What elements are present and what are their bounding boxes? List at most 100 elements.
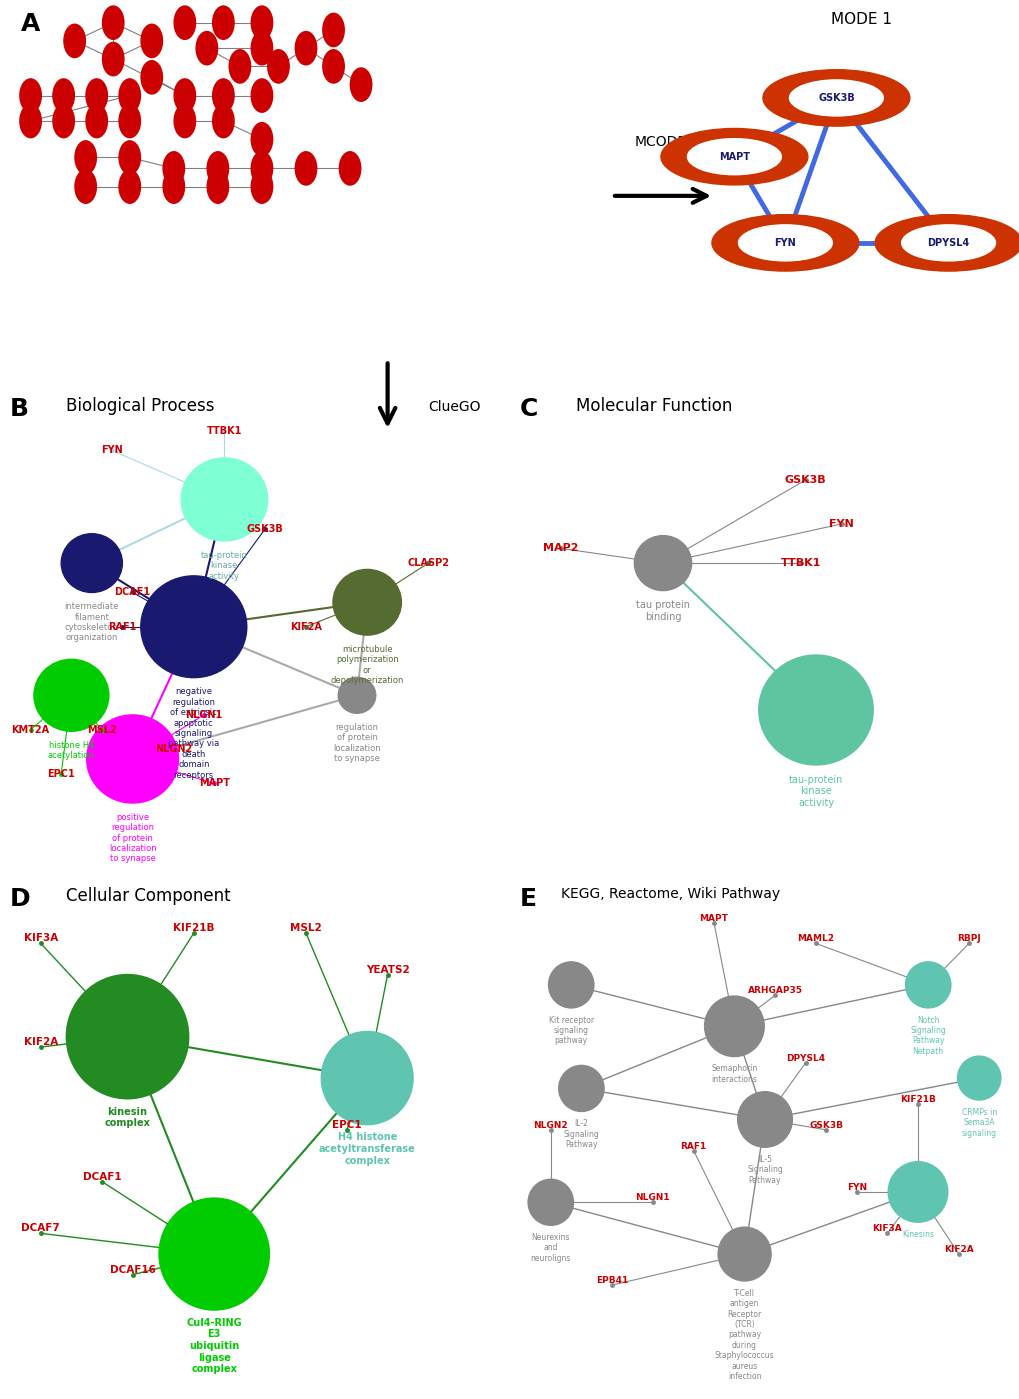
Text: Kit receptor
signaling
pathway: Kit receptor signaling pathway: [548, 1016, 593, 1045]
Text: KMT2A: KMT2A: [11, 725, 50, 734]
Text: FYN: FYN: [773, 238, 796, 248]
Circle shape: [660, 129, 807, 185]
Text: YEATS2: YEATS2: [366, 964, 409, 975]
Circle shape: [901, 225, 995, 260]
Text: DCAF7: DCAF7: [21, 1223, 60, 1234]
Ellipse shape: [119, 169, 141, 203]
Text: Molecular Function: Molecular Function: [576, 397, 732, 414]
Text: H4 histone
acetyltransferase
complex: H4 histone acetyltransferase complex: [319, 1132, 415, 1165]
Ellipse shape: [86, 78, 107, 112]
Ellipse shape: [141, 60, 162, 94]
Text: DPYSL4: DPYSL4: [786, 1053, 824, 1063]
Text: EPB41: EPB41: [595, 1276, 628, 1286]
Ellipse shape: [19, 78, 42, 112]
Circle shape: [957, 1056, 1000, 1100]
Circle shape: [762, 70, 909, 126]
Ellipse shape: [251, 151, 272, 185]
Ellipse shape: [323, 50, 344, 83]
Text: MCODE: MCODE: [634, 134, 687, 148]
Text: Neurexins
and
neuroligns: Neurexins and neuroligns: [530, 1233, 571, 1263]
Text: EPC1: EPC1: [47, 768, 75, 779]
Text: intermediate
filament
cytoskeleton
organization: intermediate filament cytoskeleton organ…: [64, 602, 119, 642]
Text: KEGG, Reactome, Wiki Pathway: KEGG, Reactome, Wiki Pathway: [560, 887, 780, 901]
Ellipse shape: [251, 169, 272, 203]
Circle shape: [874, 214, 1019, 271]
Text: MAPT: MAPT: [699, 914, 728, 923]
Ellipse shape: [119, 105, 141, 137]
Ellipse shape: [19, 105, 42, 137]
Circle shape: [888, 1161, 947, 1223]
Text: IL-2
Signaling
Pathway: IL-2 Signaling Pathway: [562, 1119, 599, 1149]
Circle shape: [737, 1091, 792, 1147]
Text: DCAF16: DCAF16: [110, 1265, 155, 1274]
Text: MAPT: MAPT: [199, 778, 229, 789]
Text: MAML2: MAML2: [797, 935, 834, 943]
Ellipse shape: [251, 6, 272, 39]
Ellipse shape: [339, 151, 361, 185]
Ellipse shape: [174, 105, 196, 137]
Text: KIF2A: KIF2A: [943, 1245, 973, 1254]
Text: positive
regulation
of protein
localization
to synapse: positive regulation of protein localizat…: [109, 813, 156, 863]
Text: microtubule
polymerization
or
depolymerization: microtubule polymerization or depolymeri…: [330, 645, 404, 686]
Ellipse shape: [251, 32, 272, 64]
Circle shape: [717, 1227, 770, 1281]
Ellipse shape: [75, 169, 96, 203]
Text: T-Cell
antigen
Receptor
(TCR)
pathway
during
Staphylococcus
aureus
infection: T-Cell antigen Receptor (TCR) pathway du…: [714, 1288, 773, 1381]
Text: DCAF1: DCAF1: [83, 1171, 121, 1182]
Circle shape: [66, 975, 189, 1098]
Text: D: D: [10, 887, 31, 911]
Circle shape: [181, 457, 267, 541]
Ellipse shape: [86, 105, 107, 137]
Text: tau-protein
kinase
activity: tau-protein kinase activity: [201, 551, 248, 581]
Ellipse shape: [119, 141, 141, 173]
Text: CLASP2: CLASP2: [407, 558, 449, 568]
Ellipse shape: [296, 151, 317, 185]
Ellipse shape: [163, 169, 184, 203]
Ellipse shape: [212, 6, 234, 39]
Ellipse shape: [75, 141, 96, 173]
Text: DPYSL4: DPYSL4: [926, 238, 969, 248]
Text: KIF21B: KIF21B: [899, 1095, 935, 1104]
Text: ClueGO: ClueGO: [428, 400, 480, 414]
Text: MAPT: MAPT: [718, 151, 749, 162]
Circle shape: [61, 533, 122, 593]
Circle shape: [905, 963, 950, 1007]
Ellipse shape: [351, 69, 371, 101]
Text: CRMPs in
Sema3A
signaling: CRMPs in Sema3A signaling: [961, 1108, 996, 1137]
Ellipse shape: [196, 32, 217, 64]
Text: GSK3B: GSK3B: [785, 474, 825, 485]
Text: histone H4
acetylation: histone H4 acetylation: [48, 741, 95, 761]
Text: RAF1: RAF1: [108, 621, 137, 632]
Text: FYN: FYN: [828, 519, 853, 529]
Ellipse shape: [53, 105, 74, 137]
Text: DCAF1: DCAF1: [114, 588, 151, 597]
Ellipse shape: [174, 6, 196, 39]
Text: EPC1: EPC1: [331, 1119, 362, 1130]
Text: B: B: [10, 397, 30, 421]
Ellipse shape: [64, 24, 86, 57]
Text: IL-5
Signaling
Pathway: IL-5 Signaling Pathway: [746, 1156, 783, 1185]
Text: FYN: FYN: [846, 1184, 866, 1192]
Text: NLGN1: NLGN1: [185, 709, 222, 720]
Ellipse shape: [229, 50, 251, 83]
Text: RAF1: RAF1: [680, 1142, 706, 1150]
Text: E: E: [520, 887, 537, 911]
Text: ARHGAP35: ARHGAP35: [747, 986, 802, 995]
Text: Notch
Signaling
Pathway
Netpath: Notch Signaling Pathway Netpath: [909, 1016, 946, 1056]
Text: tau protein
binding: tau protein binding: [636, 600, 689, 623]
Text: Semaphorin
interactions: Semaphorin interactions: [710, 1065, 757, 1084]
Text: TTBK1: TTBK1: [207, 425, 242, 436]
Text: kinesin
complex: kinesin complex: [105, 1107, 150, 1128]
Ellipse shape: [251, 123, 272, 155]
Circle shape: [141, 576, 247, 677]
Ellipse shape: [212, 105, 234, 137]
Circle shape: [711, 214, 858, 271]
Circle shape: [338, 677, 375, 713]
Text: KIF21B: KIF21B: [173, 923, 214, 933]
Circle shape: [758, 655, 872, 765]
Ellipse shape: [251, 78, 272, 112]
Circle shape: [704, 996, 763, 1056]
Ellipse shape: [207, 151, 228, 185]
Text: KIF2A: KIF2A: [289, 621, 322, 632]
Circle shape: [558, 1066, 603, 1111]
